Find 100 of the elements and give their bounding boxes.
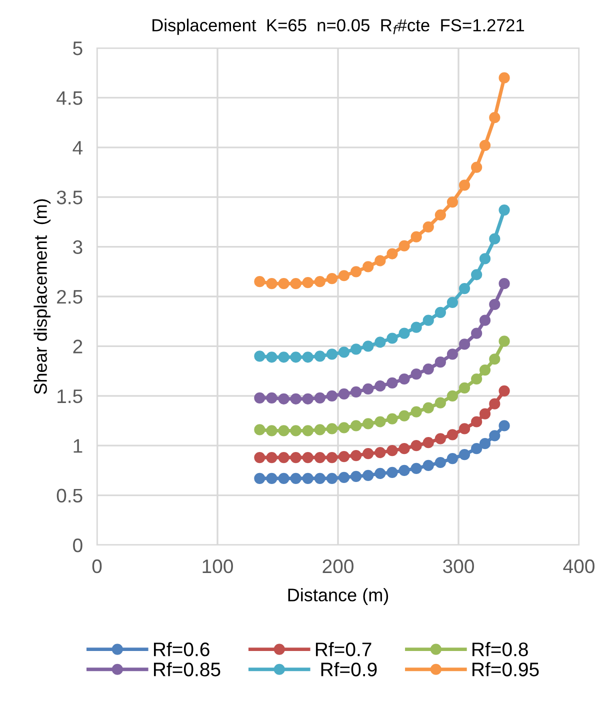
point	[479, 438, 491, 450]
point	[422, 437, 434, 448]
point	[290, 472, 302, 484]
point	[498, 420, 510, 432]
point	[479, 364, 491, 376]
point	[278, 278, 290, 290]
point	[350, 386, 362, 398]
point	[338, 346, 350, 358]
point	[398, 443, 410, 454]
y-tick-label: 3.5	[56, 190, 82, 204]
point	[489, 398, 500, 410]
y-tick-label: 0	[73, 538, 82, 552]
point	[338, 422, 350, 434]
point	[498, 385, 510, 396]
point	[471, 443, 482, 454]
point	[290, 425, 302, 436]
point	[338, 472, 350, 483]
point	[489, 112, 500, 124]
point	[326, 423, 338, 434]
point	[386, 413, 398, 424]
point	[422, 314, 434, 326]
point	[458, 448, 470, 460]
point	[278, 393, 290, 404]
point	[290, 352, 302, 363]
point	[374, 447, 386, 458]
point	[446, 348, 458, 360]
point	[362, 340, 374, 352]
point	[362, 383, 374, 394]
point	[498, 204, 510, 216]
point	[314, 350, 326, 362]
point	[498, 278, 510, 290]
point	[471, 416, 482, 428]
point	[374, 380, 386, 392]
point	[290, 393, 302, 404]
point	[434, 209, 446, 221]
point	[326, 452, 338, 464]
x-axis-title: Distance (m)	[288, 588, 388, 605]
x-tick-label: 300	[443, 559, 474, 574]
y-tick-label: 4.5	[56, 91, 82, 105]
point	[434, 306, 446, 318]
point	[471, 328, 482, 339]
point	[422, 221, 434, 232]
point	[398, 410, 410, 422]
point	[326, 348, 338, 360]
point	[386, 377, 398, 389]
point	[302, 452, 314, 464]
point	[398, 464, 410, 476]
point	[350, 420, 362, 432]
point	[314, 392, 326, 404]
point	[422, 460, 434, 472]
point	[278, 452, 290, 464]
point	[278, 425, 290, 436]
point	[254, 472, 266, 484]
y-tick-label: 4	[72, 141, 83, 154]
point	[338, 450, 350, 462]
point	[254, 276, 266, 288]
point	[386, 466, 398, 478]
point	[338, 388, 350, 400]
point	[278, 472, 290, 484]
point	[458, 382, 470, 394]
point	[398, 373, 410, 385]
y-tick-label: 1.5	[58, 390, 82, 404]
point	[489, 354, 500, 365]
y-tick-label: 5	[73, 42, 82, 56]
point	[314, 276, 326, 288]
chart-title: Displacement K=65 n=0.05 R$_{f}$#cte FS=1.2721	[152, 18, 524, 35]
point	[266, 452, 278, 464]
point	[489, 430, 500, 442]
point	[314, 424, 326, 436]
x-tick-label: 0	[92, 559, 102, 574]
point	[479, 314, 491, 326]
point	[326, 472, 338, 484]
point	[489, 298, 500, 310]
legend-label: Rf=0.6	[154, 642, 210, 656]
point	[266, 392, 278, 404]
point	[479, 253, 491, 264]
point	[362, 261, 374, 272]
point	[350, 344, 362, 355]
point	[254, 350, 266, 362]
y-tick-label: 3	[73, 240, 82, 254]
point	[398, 240, 410, 252]
point	[362, 418, 374, 430]
y-tick-label: 2.5	[57, 290, 82, 304]
point	[489, 233, 500, 244]
point	[302, 393, 314, 404]
point	[471, 373, 482, 385]
point	[266, 472, 278, 484]
point	[290, 452, 302, 464]
y-tick-label: 2	[73, 340, 82, 354]
point	[266, 425, 278, 436]
point	[410, 406, 422, 418]
point	[374, 255, 386, 266]
legend-label: Rf=0.8	[472, 642, 528, 656]
point	[422, 364, 434, 375]
point	[278, 352, 290, 363]
point	[326, 390, 338, 402]
point	[446, 429, 458, 440]
y-tick-label: 0.5	[56, 488, 82, 503]
point	[422, 402, 434, 414]
point	[410, 462, 422, 474]
